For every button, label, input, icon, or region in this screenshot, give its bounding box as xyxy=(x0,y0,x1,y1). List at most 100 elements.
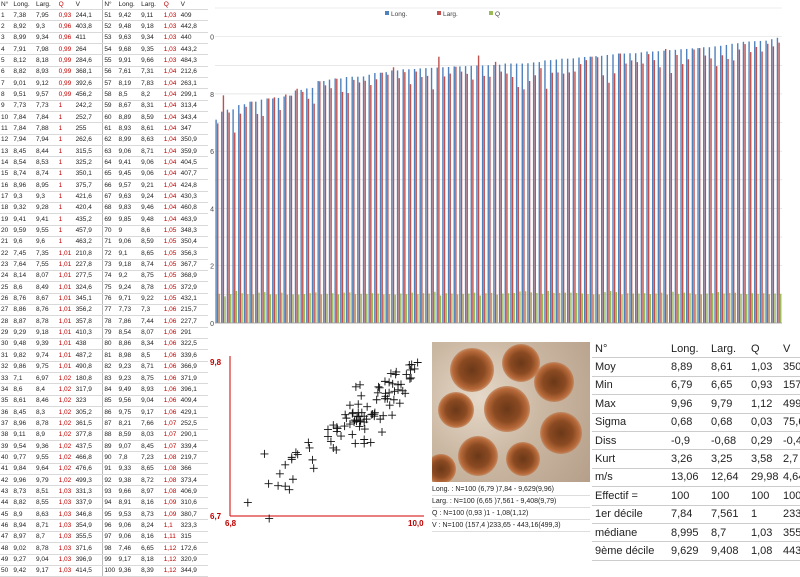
table-cell: 0,96 xyxy=(57,20,75,33)
stats-cell: 13,06 xyxy=(668,468,708,488)
table-cell: 8,78 xyxy=(35,315,58,328)
table-cell: 1,01 xyxy=(57,349,75,362)
table-cell: 8,76 xyxy=(35,304,58,317)
scatter-point xyxy=(383,394,392,403)
bar xyxy=(428,293,430,323)
scatter-point xyxy=(379,411,388,420)
tick-label: 6,8 xyxy=(225,519,237,528)
bar xyxy=(383,294,385,323)
bar xyxy=(415,71,417,323)
table-cell: 9,66 xyxy=(140,54,163,67)
bar xyxy=(626,293,629,323)
table-cell: 299,1 xyxy=(179,88,208,101)
table-cell: 212,6 xyxy=(179,66,208,79)
bar xyxy=(476,65,478,324)
table-cell: 9,48 xyxy=(140,213,163,226)
table-row: 28 8,87 8,78 1,01 357,8 78 7,86 7,44 1,06 227,7 xyxy=(0,315,208,328)
bar xyxy=(460,71,463,323)
table-cell: 8,45 xyxy=(140,440,163,453)
table-cell: 9,77 xyxy=(12,451,36,464)
table-row: 37 8,96 8,78 1,02 361,5 87 8,21 7,66 1,07 252,5 xyxy=(0,417,208,430)
bar xyxy=(343,292,345,323)
stats-row: Kurt 3,26 3,25 3,58 2,7 xyxy=(592,449,800,469)
table-row: 24 8,14 8,07 1,01 277,5 74 9,2 8,75 1,05 368,9 xyxy=(0,270,208,283)
bar xyxy=(247,294,249,323)
scatter-point xyxy=(323,425,332,434)
table-cell: 1 xyxy=(57,191,75,203)
stats-cell: Kurt xyxy=(592,449,668,469)
table-cell: 350,1 xyxy=(74,168,103,181)
stats-cell: -0,4 xyxy=(780,431,800,451)
table-cell: 91 xyxy=(102,463,118,476)
bar xyxy=(490,292,493,323)
bar xyxy=(604,292,606,323)
table-cell: 252,5 xyxy=(179,417,208,430)
stats-cell: 100 xyxy=(748,486,780,506)
stats-cell: 100 xyxy=(780,486,800,506)
bar xyxy=(323,81,325,323)
table-cell: 7,84 xyxy=(12,111,36,124)
table-cell: 92 xyxy=(102,474,118,487)
table-cell: 6,65 xyxy=(140,542,163,555)
table-cell: 9,42 xyxy=(12,565,36,577)
table-cell: 9,17 xyxy=(140,406,163,419)
table-cell: 7,86 xyxy=(117,315,141,328)
table-cell: 9,86 xyxy=(12,361,36,374)
bar xyxy=(396,70,399,323)
y-tick-label: 4 xyxy=(210,206,214,213)
bar xyxy=(660,292,663,323)
bar xyxy=(772,46,775,323)
table-cell: 100 xyxy=(102,565,118,577)
bar xyxy=(534,75,536,323)
table-cell: 8,55 xyxy=(35,497,58,510)
scatter-point xyxy=(345,401,354,410)
bar xyxy=(513,292,515,323)
table-cell: 9,3 xyxy=(12,191,36,203)
bar xyxy=(370,85,372,323)
bar xyxy=(681,64,684,324)
table-row: 15 8,74 8,74 1 350,1 65 9,45 9,06 1,04 407,7 xyxy=(0,168,208,181)
table-cell: 8,86 xyxy=(117,338,141,351)
table-row: 7 9,01 9,12 0,99 392,6 57 8,19 7,83 1,04 263,1 xyxy=(0,77,208,90)
table-cell: 8,71 xyxy=(35,519,58,532)
bar xyxy=(564,292,566,323)
table-row: 4 7,91 7,98 0,99 264 54 9,68 9,35 1,03 443,2 xyxy=(0,43,208,56)
table-cell: 50 xyxy=(0,565,13,577)
table-row: 27 8,86 8,76 1,01 356,2 77 7,73 7,3 1,06 215,7 xyxy=(0,304,208,317)
table-cell: 9 xyxy=(117,225,141,237)
table-cell: 8,97 xyxy=(12,531,36,544)
table-cell: 1,06 xyxy=(162,315,180,328)
table-cell: 8,6 xyxy=(12,281,36,294)
table-cell: 392,6 xyxy=(74,77,103,90)
bar xyxy=(591,56,593,323)
table-row: 45 8,9 8,63 1,03 346,8 95 9,53 8,73 1,09 380,7 xyxy=(0,508,208,521)
table-cell: 8,73 xyxy=(12,485,36,498)
scatter-point xyxy=(291,448,300,457)
scatter-point xyxy=(388,411,397,420)
table-cell: 1,08 xyxy=(162,474,180,487)
table-cell: 277,5 xyxy=(74,270,103,283)
scatter-point xyxy=(265,514,274,523)
bar xyxy=(578,57,580,324)
bar xyxy=(687,59,690,323)
spore-image xyxy=(502,344,540,382)
bar xyxy=(392,67,395,323)
bar xyxy=(683,292,686,323)
bar xyxy=(294,90,297,324)
bar xyxy=(258,292,260,323)
table-cell: 350,4 xyxy=(179,236,208,249)
table-cell: 8,59 xyxy=(140,236,163,249)
stats-cell: 0,68 xyxy=(668,413,708,432)
stats-cell: -0,68 xyxy=(708,431,748,451)
bar xyxy=(466,73,468,323)
table-cell: 1,05 xyxy=(162,236,180,249)
bar xyxy=(553,292,555,323)
spore-image xyxy=(432,454,456,482)
table-cell: 8,78 xyxy=(140,281,163,294)
scatter-point xyxy=(348,409,357,418)
table-cell: 8,4 xyxy=(35,383,58,396)
range-summary: Long. : N=100 (6,79 )7,84 - 9,629(9,96) … xyxy=(432,484,590,532)
stats-cell: 8,89 xyxy=(668,357,708,377)
table-cell: 7,88 xyxy=(35,122,58,135)
table-cell: 0,99 xyxy=(57,54,75,67)
